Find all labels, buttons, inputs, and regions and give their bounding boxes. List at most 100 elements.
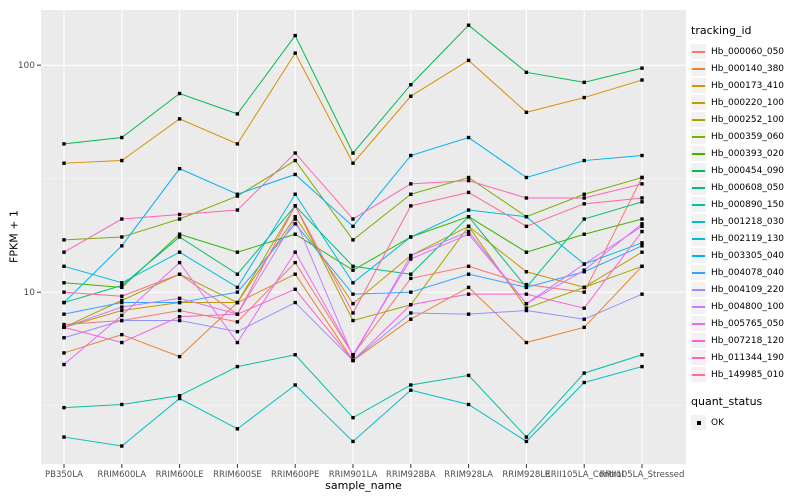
data-point [640,222,644,226]
legend-line-swatch [691,44,706,59]
data-point [409,235,413,239]
legend-line-swatch [691,282,706,297]
data-point [409,317,413,321]
data-point [466,272,471,276]
data-point [351,161,355,165]
data-point [351,439,355,444]
data-point [177,354,182,359]
legend-label: Hb_001218_030 [711,216,785,227]
data-point [177,314,182,319]
data-point [62,142,66,146]
y-tick-label: 100 [18,61,35,71]
data-point [409,204,413,208]
data-point [351,151,355,155]
data-point [120,298,124,303]
data-point [177,300,182,305]
data-point [640,78,644,82]
legend-line-swatch [691,367,706,382]
legend-line-swatch [691,333,706,348]
data-point [582,380,586,385]
legend-line-swatch [691,163,706,178]
legend-label: Hb_004800_100 [711,301,785,312]
data-point [120,313,124,318]
x-tick-label: RRIM928LA [444,470,493,480]
y-tick-label: 10 [24,288,36,298]
legend-entry-Hb_011344_190: Hb_011344_190 [691,349,799,366]
legend-label: Hb_007218_120 [711,335,785,346]
legend-entry-Hb_002119_130: Hb_002119_130 [691,230,799,247]
data-point [120,158,124,163]
legend-line-swatch [691,350,706,365]
legend-line-swatch [691,78,706,93]
data-point [409,253,413,258]
data-point [62,281,66,285]
data-point [120,332,124,337]
data-point [177,296,182,300]
data-point [582,80,586,85]
data-point [466,229,471,234]
legend-label: OK [711,417,724,428]
data-point [293,260,297,265]
legend-entry-Hb_000393_020: Hb_000393_020 [691,145,799,162]
data-point [62,405,66,410]
legend-line-swatch [691,180,706,195]
data-point [582,262,586,266]
data-point [120,285,124,290]
legend: tracking_id Hb_000060_050 Hb_000140_380 Hb… [691,24,799,431]
data-point [235,340,240,345]
data-point [466,208,471,212]
data-point [177,393,182,398]
data-point [293,192,297,196]
data-point [524,306,529,310]
legend-entry-Hb_000252_100: Hb_000252_100 [691,111,799,128]
legend-label: Hb_000454_090 [711,165,785,176]
data-point [524,70,529,75]
x-tick-label: RRIM600SE [213,470,262,480]
data-point [62,290,66,294]
data-point [582,268,586,272]
data-point [640,182,644,186]
legend-label: Hb_000359_060 [711,131,785,142]
data-point [351,217,355,221]
legend-label: Hb_000890_150 [711,199,785,210]
data-point [409,182,413,186]
data-point [120,402,124,407]
x-tick-label: RRIM928BA [386,470,436,480]
legend-label: Hb_000608_050 [711,182,785,193]
x-tick-label: RRIM600LE [156,470,204,480]
data-point [120,300,124,305]
legend-label: Hb_005765_050 [711,318,785,329]
data-point [293,272,297,276]
data-point [640,229,644,234]
data-point [235,427,240,431]
legend-entry-Hb_004078_040: Hb_004078_040 [691,264,799,281]
data-point [235,364,240,369]
data-point [409,83,413,87]
data-point [466,215,471,219]
legend-line-swatch [691,95,706,110]
data-point [293,215,297,219]
data-point [640,250,644,254]
data-point [62,238,66,242]
data-point [524,282,529,287]
data-point [235,112,240,116]
data-point [640,364,644,369]
data-point [582,306,586,310]
data-point [524,224,529,229]
data-point [466,190,471,195]
data-point [293,232,297,236]
data-point [409,153,413,158]
data-point [351,354,355,359]
data-point [640,353,644,357]
legend-entry-Hb_000608_050: Hb_000608_050 [691,179,799,196]
legend-line-swatch [691,316,706,331]
data-point [293,172,297,177]
data-point [409,192,413,196]
legend-label: Hb_004109_220 [711,284,785,295]
data-point [62,161,66,165]
legend-label: Hb_000252_100 [711,114,785,125]
data-point [235,142,240,146]
data-point [177,217,182,221]
data-point [351,238,355,242]
